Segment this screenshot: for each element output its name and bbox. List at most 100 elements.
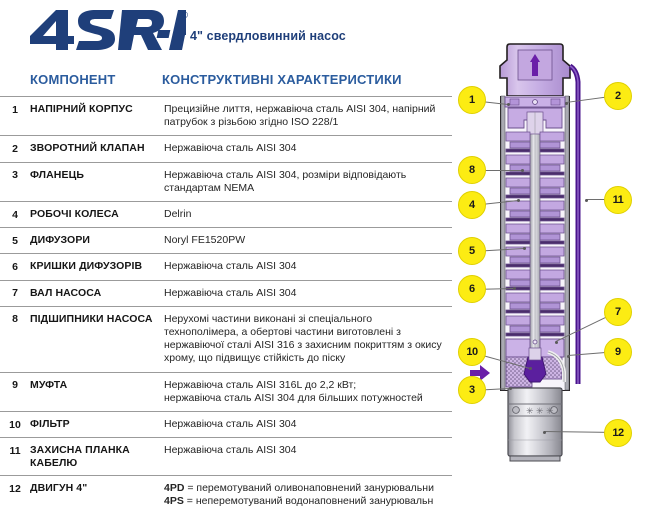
- row-index: 10: [9, 418, 21, 431]
- component-name: ФЛАНЕЦЬ: [30, 168, 85, 181]
- table-row: 12 ДВИГУН 4" 4PD = перемотуваний оливонапо…: [0, 475, 452, 514]
- discharge-flow-arrow: [530, 54, 540, 76]
- table-row: 4 РОБОЧІ КОЛЕСА Delrin: [0, 201, 452, 227]
- callout-badge-7[interactable]: 7: [604, 298, 632, 326]
- specification-line: Нержавіюча сталь AISI 304: [164, 142, 297, 155]
- callout-badge-3[interactable]: 3: [458, 376, 486, 404]
- callout-anchor-dot-1: [506, 102, 510, 106]
- table-row: 2 ЗВОРОТНИЙ КЛАПАН Нержавіюча сталь AISI 3…: [0, 135, 452, 161]
- component-specification: Нержавіюча сталь AISI 304: [162, 142, 452, 155]
- component-specification: Нержавіюча сталь AISI 304: [162, 260, 452, 273]
- row-index: 7: [12, 287, 18, 300]
- component-specification: Нерухомі частини виконані зі спеціальног…: [162, 313, 452, 366]
- svg-text:✳: ✳: [536, 407, 544, 417]
- component-name: ВАЛ НАСОСА: [30, 286, 102, 299]
- specification-line: Delrin: [164, 208, 192, 221]
- specification-line: Noryl FE1520PW: [164, 234, 246, 247]
- table-row: 8 ПІДШИПНИКИ НАСОСА Нерухомі частини викон…: [0, 305, 452, 372]
- table-row: 6 КРИШКИ ДИФУЗОРІВ Нержавіюча сталь AISI 3…: [0, 253, 452, 279]
- pump-diagram-panel: ✳ ✳ ✳ 1 2 8 4 11 5 6 7 10 9 3 12: [452, 0, 650, 487]
- page-subtitle: 4" свердловинний насос: [190, 29, 346, 43]
- registered-trademark-symbol: ®: [181, 10, 188, 20]
- callout-anchor-dot-9: [566, 354, 570, 358]
- table-row: 11 ЗАХИСНА ПЛАНКА КАБЕЛЮ Нержавіюча сталь …: [0, 437, 452, 475]
- row-index: 4: [12, 208, 18, 221]
- table-header-row: КОМПОНЕНТ КОНСТРУКТИВНІ ХАРАКТЕРИСТИКИ: [0, 72, 452, 96]
- pump-cutaway-illustration: ✳ ✳ ✳: [470, 43, 581, 462]
- callout-badge-4[interactable]: 4: [458, 191, 486, 219]
- component-name: ДИФУЗОРИ: [30, 234, 91, 247]
- row-index: 9: [12, 379, 18, 392]
- table-row: 5 ДИФУЗОРИ Noryl FE1520PW: [0, 227, 452, 253]
- callout-badge-6[interactable]: 6: [458, 275, 486, 303]
- specification-line: нержавіюча сталь AISI 304 для більших по…: [164, 391, 423, 404]
- component-specification: Нержавіюча сталь AISI 304: [162, 444, 452, 457]
- specification-line: Нержавіюча сталь AISI 304: [164, 444, 297, 457]
- specification-line: Нержавіюча сталь AISI 304, розміри відпо…: [164, 168, 407, 181]
- callout-anchor-dot-3: [508, 386, 512, 390]
- specification-line: Нерухомі частини виконані зі спеціальног…: [164, 312, 373, 325]
- callout-anchor-dot-6: [512, 286, 516, 290]
- specification-line: Нержавіюча сталь AISI 304: [164, 260, 297, 273]
- component-name: ЗАХИСНА ПЛАНКА КАБЕЛЮ: [30, 444, 130, 469]
- specification-line: Прецизійне лиття, нержавіюча сталь AISI …: [164, 103, 436, 115]
- row-index: 11: [9, 444, 21, 457]
- callout-badge-5[interactable]: 5: [458, 237, 486, 265]
- row-index: 8: [12, 313, 18, 326]
- component-specification: Нержавіюча сталь AISI 316L до 2,2 кВт; не…: [162, 379, 452, 405]
- component-name: ПІДШИПНИКИ НАСОСА: [30, 312, 153, 325]
- table-row: 3 ФЛАНЕЦЬ Нержавіюча сталь AISI 304, розмі…: [0, 161, 452, 201]
- table-body: 1 НАПІРНИЙ КОРПУС Прецизійне лиття, нержав…: [0, 96, 452, 515]
- component-specification: 4PD = перемотуваний оливонаповнений зану…: [162, 482, 452, 508]
- callout-anchor-dot-8: [520, 168, 524, 172]
- specification-line: нержавіючої сталі AISI 316 з захисним по…: [164, 339, 442, 352]
- submersible-motor-body: [507, 387, 563, 457]
- callout-leader-line-8: [472, 170, 522, 171]
- callout-badge-10[interactable]: 10: [458, 338, 486, 366]
- column-header-specifications: КОНСТРУКТИВНІ ХАРАКТЕРИСТИКИ: [162, 72, 402, 87]
- callout-badge-11[interactable]: 11: [604, 186, 632, 214]
- intake-flow-arrow: [470, 365, 490, 381]
- specification-line: Нержавіюча сталь AISI 316L до 2,2 кВт;: [164, 378, 357, 391]
- table-row: 7 ВАЛ НАСОСА Нержавіюча сталь AISI 304: [0, 279, 452, 306]
- specification-line: технополімера, а обертові частини вигото…: [164, 326, 401, 339]
- logo-glyph: [30, 10, 186, 50]
- callout-badge-9[interactable]: 9: [604, 338, 632, 366]
- table-row: 9 МУФТА Нержавіюча сталь AISI 316L до 2,2 …: [0, 371, 452, 411]
- row-index: 1: [12, 103, 18, 116]
- component-specification: Нержавіюча сталь AISI 304: [162, 287, 452, 300]
- callout-anchor-dot-10: [528, 366, 532, 370]
- cable-guard-strip: [568, 63, 581, 384]
- component-specifications-table: КОМПОНЕНТ КОНСТРУКТИВНІ ХАРАКТЕРИСТИКИ 1…: [0, 72, 452, 515]
- brand-logo: ®: [26, 8, 188, 52]
- row-index: 5: [12, 234, 18, 247]
- specification-line: 4PS = неперемотуваний водонаповнений зан…: [164, 495, 434, 508]
- callout-anchor-dot-2: [564, 101, 568, 105]
- table-row: 10 ФІЛЬТР Нержавіюча сталь AISI 304: [0, 411, 452, 437]
- component-name: КРИШКИ ДИФУЗОРІВ: [30, 260, 143, 273]
- row-index: 6: [12, 260, 18, 273]
- component-specification: Нержавіюча сталь AISI 304, розміри відпо…: [162, 169, 452, 195]
- callout-anchor-dot-4: [516, 198, 520, 202]
- component-specification: Нержавіюча сталь AISI 304: [162, 418, 452, 431]
- specification-line: 4PD = перемотуваний оливонаповнений зану…: [164, 482, 434, 495]
- shaft-coupling: [523, 356, 547, 383]
- row-index: 12: [9, 482, 21, 495]
- callout-badge-8[interactable]: 8: [458, 156, 486, 184]
- callout-anchor-dot-7: [554, 340, 558, 344]
- component-name: ФІЛЬТР: [30, 418, 70, 431]
- specification-line: Нержавіюча сталь AISI 304: [164, 286, 297, 299]
- component-specification: Прецизійне лиття, нержавіюча сталь AISI …: [162, 103, 452, 129]
- component-name: МУФТА: [30, 378, 68, 391]
- table-row: 1 НАПІРНИЙ КОРПУС Прецизійне лиття, нержав…: [0, 96, 452, 135]
- specification-line: патрубок з різьбою згідно ISO 228/1: [164, 116, 339, 129]
- callout-badge-1[interactable]: 1: [458, 86, 486, 114]
- page-header: ® 4" свердловинний насос: [0, 0, 650, 58]
- component-name: ДВИГУН 4": [30, 482, 88, 495]
- callout-anchor-dot-12: [542, 430, 546, 434]
- svg-text:✳: ✳: [526, 407, 534, 417]
- callout-anchor-dot-11: [584, 198, 588, 202]
- callout-badge-12[interactable]: 12: [604, 419, 632, 447]
- specification-line: Нержавіюча сталь AISI 304: [164, 418, 297, 431]
- callout-badge-2[interactable]: 2: [604, 82, 632, 110]
